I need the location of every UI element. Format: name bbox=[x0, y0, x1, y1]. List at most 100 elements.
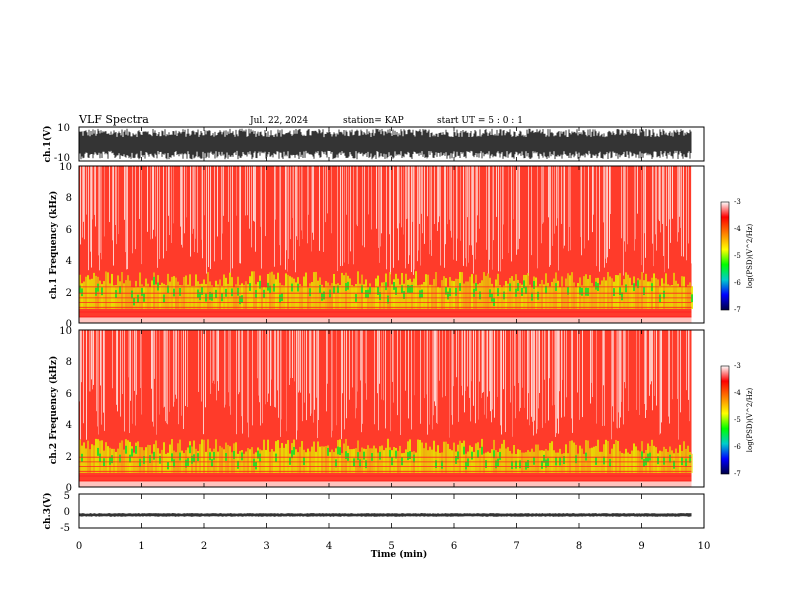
spectrogram-streak bbox=[132, 166, 133, 254]
spectrogram-band-yellow bbox=[117, 448, 119, 473]
spectrogram-streak bbox=[225, 330, 226, 405]
spectrogram-streak bbox=[268, 330, 269, 394]
spectrogram-band-yellow bbox=[327, 282, 329, 309]
ch1-ytick-top: 10 bbox=[57, 123, 70, 134]
spectrogram-streak bbox=[420, 330, 421, 424]
spectrogram-streak bbox=[494, 330, 495, 418]
spectrogram-band-yellow bbox=[461, 272, 463, 309]
spectrogram-streak bbox=[661, 330, 662, 423]
time-axis-tick-label: 10 bbox=[698, 541, 711, 552]
spectrogram-band-yellow bbox=[391, 284, 393, 309]
spectrogram-band-yellow bbox=[339, 439, 341, 473]
spectrogram-band-yellow bbox=[653, 445, 655, 473]
spectrogram-streak bbox=[514, 330, 515, 386]
spectrogram-streak bbox=[625, 166, 626, 252]
spectrogram-streak bbox=[412, 166, 413, 222]
ch2-cb-tick-6: -6 bbox=[734, 443, 741, 451]
spectrogram-band-green bbox=[691, 294, 693, 303]
spectrogram-band-yellow bbox=[257, 447, 259, 473]
spectrogram-band-yellow bbox=[301, 285, 303, 309]
spectrogram-streak bbox=[117, 330, 118, 412]
spectrogram-band-yellow bbox=[389, 272, 391, 309]
spectrogram-band-yellow bbox=[127, 275, 129, 309]
spectrogram-streak bbox=[453, 166, 454, 260]
spectrogram-streak bbox=[331, 166, 332, 234]
ch1-ytick-0: 0 bbox=[66, 319, 72, 330]
spectrogram-band-yellow bbox=[513, 280, 515, 309]
spectrogram-band-green bbox=[527, 460, 529, 468]
spectrogram-streak bbox=[214, 166, 215, 262]
spectrogram-band-green bbox=[173, 288, 175, 297]
spectrogram-streak bbox=[486, 166, 487, 250]
spectrogram-streak bbox=[646, 330, 647, 411]
spectrogram-band-yellow bbox=[133, 452, 135, 473]
spectrogram-streak bbox=[168, 166, 169, 216]
spectrogram-streak bbox=[163, 330, 164, 408]
spectrogram-band-yellow bbox=[157, 275, 159, 309]
spectrogram-band-yellow bbox=[447, 443, 449, 473]
spectrogram-streak bbox=[481, 330, 482, 399]
spectrogram-band-green bbox=[319, 284, 321, 293]
spectrogram-streak bbox=[456, 166, 457, 261]
spectrogram-band-yellow bbox=[517, 449, 519, 473]
spectrogram-band-yellow bbox=[285, 443, 287, 473]
spectrogram-streak bbox=[679, 166, 680, 217]
spectrogram-band-yellow bbox=[667, 451, 669, 473]
spectrogram-streak bbox=[627, 166, 628, 245]
spectrogram-streak bbox=[353, 166, 354, 265]
spectrogram-streak bbox=[90, 330, 91, 392]
spectrogram-streak bbox=[407, 166, 408, 219]
spectrogram-streak bbox=[636, 330, 637, 410]
spectrogram-streak bbox=[95, 166, 96, 227]
spectrogram-streak bbox=[689, 330, 690, 422]
spectrogram-band-green bbox=[133, 297, 135, 306]
spectrogram-streak bbox=[557, 330, 558, 419]
ch1-ytick-6: 6 bbox=[66, 225, 72, 236]
spectrogram-streak bbox=[208, 166, 209, 268]
spectrogram-streak bbox=[365, 330, 366, 384]
spectrogram-streak bbox=[577, 330, 578, 393]
spectrogram-band-green bbox=[585, 452, 587, 461]
spectrogram-band-yellow bbox=[527, 273, 529, 309]
spectrogram-streak bbox=[120, 330, 121, 417]
spectrogram-streak bbox=[670, 166, 671, 243]
spectrogram-band-yellow bbox=[425, 274, 427, 309]
spectrogram-band-yellow bbox=[223, 274, 225, 309]
spectrogram-band-green bbox=[297, 283, 299, 292]
spectrogram-streak bbox=[532, 330, 533, 422]
spectrogram-streak bbox=[570, 166, 571, 251]
spectrogram-band-green bbox=[333, 285, 335, 294]
spectrogram-band-yellow bbox=[581, 448, 583, 473]
spectrogram-band-green bbox=[153, 276, 155, 285]
spectrogram-streak bbox=[549, 330, 550, 379]
spectrogram-band-green bbox=[509, 283, 511, 292]
spectrogram-streak bbox=[213, 330, 214, 381]
spectrogram-band-green bbox=[385, 282, 387, 291]
spectrogram-band-yellow bbox=[329, 452, 331, 473]
spectrogram-band-yellow bbox=[203, 439, 205, 473]
spectrogram-streak bbox=[109, 166, 110, 223]
spectrogram-band-yellow bbox=[279, 447, 281, 473]
spectrogram-streak bbox=[173, 166, 174, 224]
spectrogram-streak bbox=[261, 166, 262, 269]
spectrogram-band-green bbox=[441, 460, 443, 469]
spectrogram-band-green bbox=[95, 287, 97, 296]
spectrogram-band-green bbox=[361, 285, 363, 294]
spectrogram-band-yellow bbox=[283, 447, 285, 473]
spectrogram-streak bbox=[419, 166, 420, 224]
spectrogram-streak bbox=[294, 330, 295, 382]
spectrogram-band-yellow bbox=[605, 439, 607, 473]
spectrogram-streak bbox=[643, 166, 644, 273]
spectrogram-streak bbox=[297, 166, 298, 240]
spectrogram-streak bbox=[383, 330, 384, 401]
spectrogram-band-yellow bbox=[531, 448, 533, 473]
spectrogram-band-yellow bbox=[583, 453, 585, 473]
spectrogram-band-yellow bbox=[649, 281, 651, 309]
spectrogram-streak bbox=[285, 166, 286, 270]
spectrogram-streak bbox=[623, 330, 624, 425]
spectrogram-band-yellow bbox=[113, 285, 115, 309]
spectrogram-streak bbox=[664, 166, 665, 273]
spectrogram-streak bbox=[659, 330, 660, 435]
ch2-ytick-2: 2 bbox=[66, 452, 72, 463]
